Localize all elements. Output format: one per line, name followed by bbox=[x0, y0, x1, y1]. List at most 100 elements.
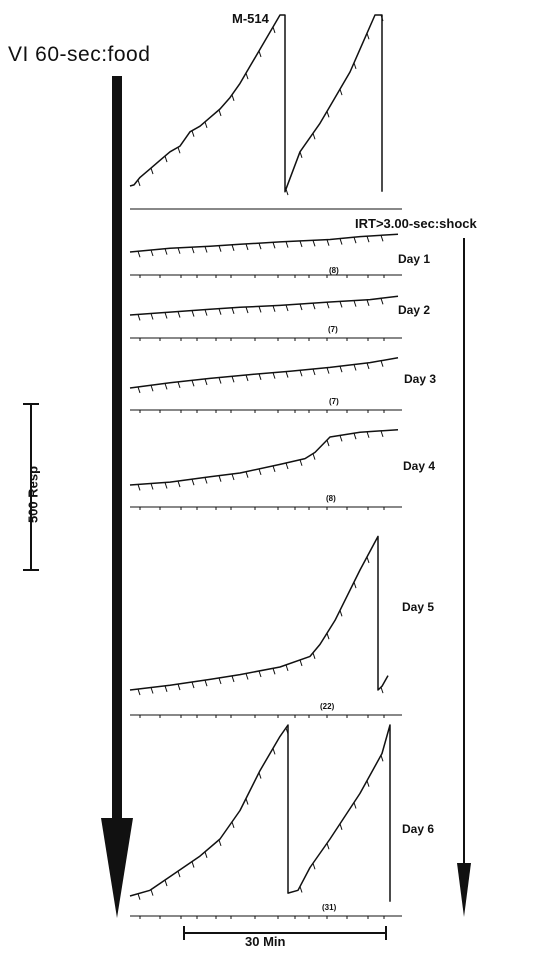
cumulative-trace bbox=[129, 14, 383, 193]
response-scale-label: 500 Resp bbox=[25, 465, 41, 524]
reinforcement-pip bbox=[258, 670, 262, 678]
reinforcement-pip bbox=[299, 240, 303, 248]
shock-count-label: (7) bbox=[328, 325, 338, 334]
reinforcement-pip bbox=[177, 247, 181, 254]
reinforcement-pip bbox=[353, 62, 357, 70]
reinforcement-pip bbox=[231, 376, 235, 383]
shock-condition-arrow bbox=[457, 238, 471, 917]
reinforcement-pip bbox=[218, 308, 222, 315]
reinforcement-pip bbox=[150, 483, 154, 490]
reinforcement-pip bbox=[177, 870, 181, 878]
reinforcement-pip bbox=[272, 465, 276, 473]
reinforcement-pip bbox=[245, 306, 249, 314]
reinforcement-pip bbox=[326, 111, 330, 118]
reinforcement-pip bbox=[177, 311, 181, 318]
vi-condition-arrow bbox=[101, 76, 133, 918]
reinforcement-pip bbox=[258, 243, 262, 250]
record-marks bbox=[130, 14, 402, 919]
reinforcement-pip bbox=[245, 471, 249, 478]
reinforcement-pip bbox=[312, 453, 316, 460]
reinforcement-pip bbox=[191, 310, 195, 317]
reinforcement-pip bbox=[164, 482, 168, 489]
reinforcement-pip bbox=[191, 246, 195, 254]
reinforcement-pip bbox=[339, 238, 343, 245]
reinforcement-pip bbox=[272, 26, 276, 34]
reinforcement-pip bbox=[326, 439, 330, 447]
reinforcement-pip bbox=[380, 14, 384, 22]
reinforcement-pip bbox=[150, 687, 154, 694]
cumulative-trace bbox=[129, 724, 391, 902]
reinforcement-pip bbox=[353, 300, 357, 307]
shock-condition-label: IRT>3.00-sec:shock bbox=[355, 216, 477, 231]
reinforcement-pip bbox=[218, 839, 222, 847]
reinforcement-pip bbox=[380, 430, 384, 438]
reinforcement-pip bbox=[326, 367, 330, 374]
reinforcement-pip bbox=[137, 484, 141, 491]
reinforcement-pip bbox=[285, 664, 289, 672]
day-label: Day 1 bbox=[398, 252, 431, 266]
reinforcement-pip bbox=[299, 303, 303, 311]
reinforcement-pip bbox=[258, 468, 262, 476]
reinforcement-pip bbox=[326, 302, 330, 309]
reinforcement-pip bbox=[285, 462, 289, 470]
reinforcement-pip bbox=[366, 299, 370, 306]
response-scale-bar bbox=[23, 403, 39, 571]
reinforcement-pip bbox=[177, 480, 181, 488]
reinforcement-pip bbox=[272, 372, 276, 379]
reinforcement-pip bbox=[299, 886, 303, 893]
reinforcement-pip bbox=[326, 843, 330, 850]
reinforcement-pip bbox=[380, 298, 384, 305]
reinforcement-pip bbox=[231, 821, 235, 829]
day-label: Day 6 bbox=[402, 822, 435, 836]
reinforcement-pip bbox=[339, 88, 343, 96]
cumulative-trace bbox=[129, 233, 399, 253]
reinforcement-pip bbox=[204, 121, 208, 129]
time-scale-bar bbox=[183, 926, 387, 940]
cumulative-trace bbox=[129, 429, 399, 486]
reinforcement-pip bbox=[339, 610, 343, 617]
reinforcement-pip bbox=[366, 33, 370, 40]
day-label: Day 4 bbox=[403, 459, 436, 473]
reinforcement-pip bbox=[380, 360, 384, 367]
reinforcement-pip bbox=[299, 151, 303, 158]
reinforcement-pip bbox=[339, 435, 343, 442]
reinforcement-pip bbox=[353, 237, 357, 244]
reinforcement-pip bbox=[191, 380, 195, 387]
reinforcement-pip bbox=[231, 307, 235, 314]
shock-count-label: (7) bbox=[329, 397, 339, 406]
reinforcement-pip bbox=[150, 889, 154, 896]
reinforcement-pip bbox=[353, 433, 357, 440]
reinforcement-pip bbox=[299, 459, 303, 466]
reinforcement-pip bbox=[326, 239, 330, 246]
reinforcement-pip bbox=[258, 306, 262, 313]
reinforcement-pip bbox=[218, 377, 222, 384]
reinforcement-pip bbox=[177, 683, 181, 691]
reinforcement-pip bbox=[137, 893, 141, 900]
reinforcement-pip bbox=[366, 431, 370, 438]
reinforcement-pip bbox=[245, 673, 249, 680]
day-label: Day 5 bbox=[402, 600, 435, 614]
reinforcement-pip bbox=[150, 313, 154, 320]
reinforcement-pip bbox=[191, 479, 195, 486]
day-label: Day 3 bbox=[404, 372, 437, 386]
baseline-condition-label: VI 60-sec:food bbox=[8, 43, 151, 66]
reinforcement-pip bbox=[380, 755, 384, 762]
reinforcement-pip bbox=[272, 305, 276, 312]
reinforcement-pip bbox=[177, 147, 181, 154]
reinforcement-pip bbox=[231, 675, 235, 683]
reinforcement-pip bbox=[245, 798, 249, 805]
cumulative-trace bbox=[129, 357, 399, 389]
reinforcement-pip bbox=[164, 879, 168, 887]
reinforcement-pip bbox=[191, 861, 195, 868]
reinforcement-pip bbox=[339, 366, 343, 373]
reinforcement-pip bbox=[218, 245, 222, 252]
reinforcement-pip bbox=[272, 242, 276, 249]
reinforcement-pip bbox=[380, 235, 384, 242]
reinforcement-pip bbox=[137, 251, 141, 258]
reinforcement-pip bbox=[218, 677, 222, 685]
reinforcement-pip bbox=[312, 240, 316, 247]
cumulative-trace bbox=[129, 535, 389, 691]
reinforcement-pip bbox=[231, 473, 235, 481]
reinforcement-pip bbox=[339, 823, 343, 830]
reinforcement-pip bbox=[366, 780, 370, 787]
